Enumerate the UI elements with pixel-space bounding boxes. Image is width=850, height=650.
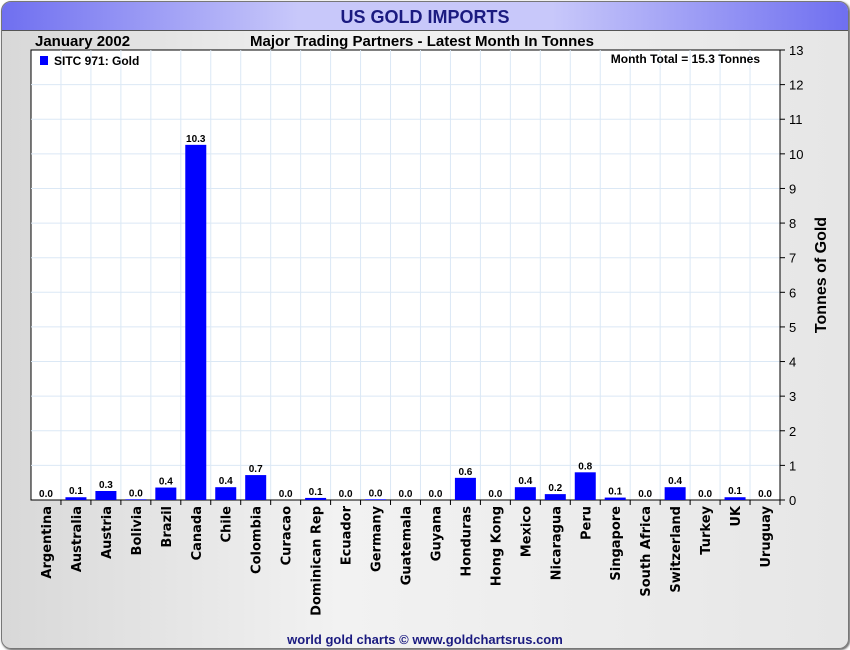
data-label: 0.3 [99,480,113,491]
x-tick-label: Dominican Rep [310,506,325,616]
x-tick-label: Germany [370,505,385,571]
bar-singapore [604,497,626,500]
data-label: 0.0 [399,489,413,500]
data-label: 0.0 [638,489,652,500]
data-label: 0.8 [578,461,592,472]
x-tick-label: Peru [579,506,594,540]
y-tick-label: 4 [789,355,796,370]
data-label: 0.0 [698,489,712,500]
x-tick-label: Canada [190,506,205,560]
bar-australia [65,497,87,500]
data-label: 0.0 [758,489,772,500]
data-label: 0.1 [608,487,622,498]
x-tick-label: Honduras [459,506,474,577]
x-tick-label: Chile [220,506,235,543]
y-tick-label: 3 [789,389,796,404]
bar-chile [215,487,237,500]
data-label: 0.6 [458,467,472,478]
y-tick-label: 11 [789,112,803,127]
data-label: 0.0 [339,489,353,500]
footer-credit: world gold charts © www.goldchartsrus.co… [287,632,563,647]
data-label: 0.1 [309,487,323,498]
chart-title: US GOLD IMPORTS [2,2,848,31]
data-label: 10.3 [186,134,206,145]
bar-peru [574,472,596,500]
x-tick-label: Switzerland [669,506,684,593]
data-label: 0.0 [488,489,502,500]
legend-label: SITC 971: Gold [54,54,139,68]
x-tick-label: Nicaragua [549,506,564,580]
y-tick-label: 0 [789,493,796,508]
bar-austria [95,491,117,500]
bar-mexico [514,487,536,500]
legend-swatch [40,56,48,65]
bar-canada [185,144,207,500]
data-label: 0.7 [249,464,263,475]
x-tick-label: Turkey [699,505,714,554]
x-tick-label: Bolivia [130,506,145,555]
data-label: 0.0 [279,489,293,500]
y-tick-label: 5 [789,320,796,335]
chart-subtitle: Major Trading Partners - Latest Month In… [250,33,594,50]
bar-uk [724,497,746,500]
x-tick-label: Austria [100,506,115,559]
y-tick-label: 1 [789,458,796,473]
chart-period: January 2002 [35,33,131,50]
x-tick-label: South Africa [639,506,654,597]
bar-colombia [245,475,267,500]
data-label: 0.1 [69,486,83,497]
month-total-annotation: Month Total = 15.3 Tonnes [611,52,761,66]
x-tick-label: Australia [70,506,85,572]
data-label: 0.4 [518,476,532,487]
data-label: 0.1 [728,486,742,497]
y-tick-label: 8 [789,216,796,231]
bar-dominican-rep [305,497,327,500]
bar-nicaragua [544,494,566,500]
y-tick-label: 6 [789,285,796,300]
data-label: 0.4 [668,476,682,487]
data-label: 0.2 [548,483,562,494]
x-tick-label: UK [729,505,744,527]
y-tick-label: 2 [789,424,796,439]
data-label: 0.0 [429,489,443,500]
x-tick-label: Mexico [519,506,534,557]
x-tick-label: Argentina [40,506,55,579]
data-label: 0.4 [219,476,233,487]
x-tick-label: Uruguay [759,505,774,567]
data-label: 0.4 [159,477,173,488]
y-tick-label: 9 [789,181,796,196]
y-tick-label: 12 [789,78,803,93]
bar-brazil [155,487,177,500]
bar-honduras [454,477,476,500]
x-tick-label: Singapore [609,506,624,581]
data-label: 0.0 [129,488,143,499]
x-tick-label: Colombia [250,506,265,574]
bar-germany [365,499,387,500]
bar-switzerland [664,487,686,500]
y-tick-label: 13 [789,43,803,58]
x-tick-label: Brazil [160,506,175,548]
y-tick-label: 10 [789,147,803,162]
x-tick-label: Ecuador [340,505,355,565]
x-tick-label: Hong Kong [489,506,504,586]
x-tick-label: Guatemala [400,506,415,585]
data-label: 0.0 [39,489,53,500]
data-label: 0.0 [369,488,383,499]
x-tick-label: Guyana [429,506,444,561]
y-axis-label: Tonnes of Gold [813,217,830,333]
y-tick-label: 7 [789,251,796,266]
bar-bolivia [125,499,147,500]
x-tick-label: Curacao [280,506,295,565]
plot-area [30,49,781,501]
